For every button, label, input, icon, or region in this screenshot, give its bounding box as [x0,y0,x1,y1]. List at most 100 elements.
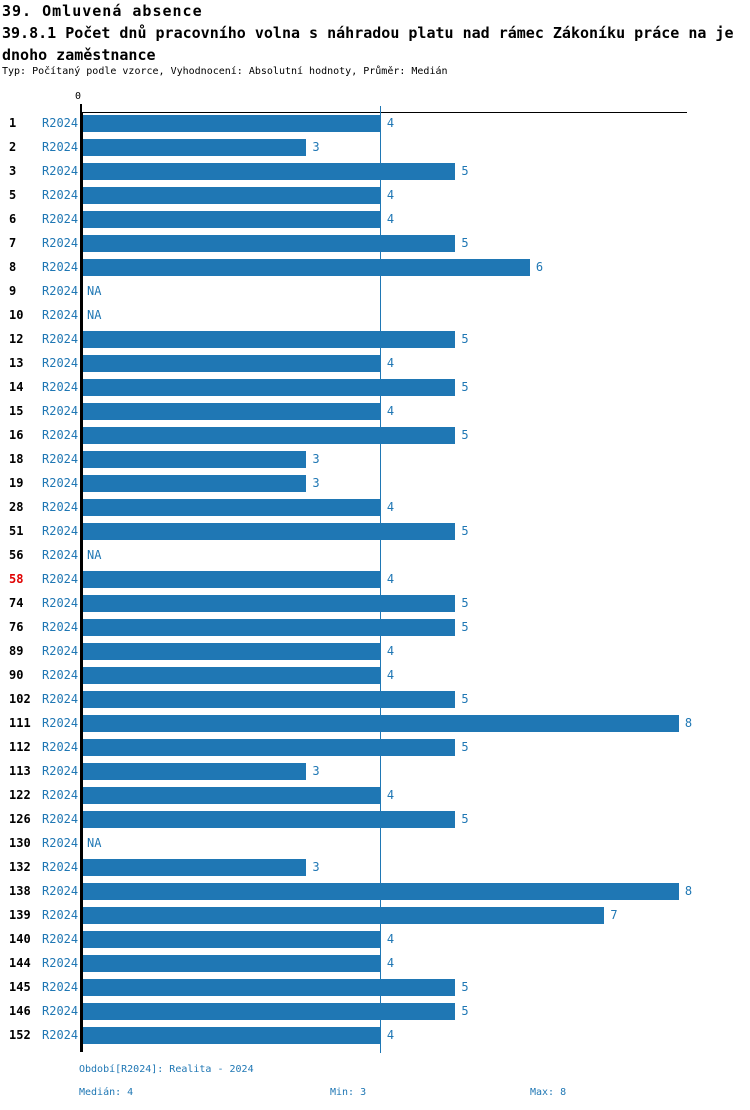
row-series-label: R2024 [42,668,79,682]
value-label: 3 [312,860,320,874]
row-number-label: 139 [9,908,31,922]
value-bar [83,618,456,636]
value-label: 5 [461,524,469,538]
value-bar [83,450,307,468]
chart-row: 1 R2024 4 [0,111,750,135]
chart-row: 140 R2024 4 [0,927,750,951]
row-number-label: 28 [9,500,24,514]
row-series-label: R2024 [42,764,79,778]
row-series-label: R2024 [42,356,79,370]
value-label: 5 [461,812,469,826]
value-label: 4 [386,572,395,586]
row-number-label: 140 [9,932,31,946]
chart-row: 144 R2024 4 [0,951,750,975]
row-number-label: 58 [9,572,24,586]
value-bar [83,738,456,756]
row-number-label: 9 [9,284,17,298]
row-number-label: 12 [9,332,24,346]
value-label: 4 [386,212,395,226]
chart-row: 7 R2024 5 [0,231,750,255]
row-number-label: 14 [9,380,24,394]
value-bar [83,402,381,420]
chart-row: 112 R2024 5 [0,735,750,759]
value-label: 4 [386,932,395,946]
value-label: 5 [461,740,469,754]
row-number-label: 132 [9,860,31,874]
value-label: 5 [461,428,469,442]
chart-row: 6 R2024 4 [0,207,750,231]
row-number-label: 146 [9,1004,31,1018]
metric-meta: Typ: Počítaný podle vzorce, Vyhodnocení:… [2,66,448,77]
chart-row: 16 R2024 5 [0,423,750,447]
row-series-label: R2024 [42,908,79,922]
value-bar [83,186,381,204]
row-series-label: R2024 [42,716,79,730]
value-bar [83,522,456,540]
row-number-label: 3 [9,164,17,178]
row-series-label: R2024 [42,308,79,322]
chart-row: 146 R2024 5 [0,999,750,1023]
chart-row: 3 R2024 5 [0,159,750,183]
chart-row: 51 R2024 5 [0,519,750,543]
row-series-label: R2024 [42,260,79,274]
value-label: 4 [386,404,395,418]
row-series-label: R2024 [42,116,79,130]
chart-row: 139 R2024 7 [0,903,750,927]
value-bar [83,930,381,948]
value-bar [83,474,307,492]
value-bar [83,762,307,780]
chart-row: 122 R2024 4 [0,783,750,807]
row-series-label: R2024 [42,884,79,898]
row-series-label: R2024 [42,596,79,610]
row-number-label: 16 [9,428,24,442]
row-number-label: 13 [9,356,24,370]
y-axis-line [80,113,83,1052]
value-bar [83,978,456,996]
value-label: 4 [386,356,395,370]
row-number-label: 51 [9,524,24,538]
chart-row: 8 R2024 6 [0,255,750,279]
chart-row: 89 R2024 4 [0,639,750,663]
row-series-label: R2024 [42,140,79,154]
row-number-label: 1 [9,116,17,130]
row-series-label: R2024 [42,500,79,514]
value-label: 5 [461,980,469,994]
value-bar [83,858,307,876]
value-label: 5 [461,164,469,178]
row-series-label: R2024 [42,164,79,178]
row-number-label: 145 [9,980,31,994]
row-series-label: R2024 [42,380,79,394]
row-number-label: 126 [9,812,31,826]
row-series-label: R2024 [42,980,79,994]
chart-row: 13 R2024 4 [0,351,750,375]
row-number-label: 18 [9,452,24,466]
row-series-label: R2024 [42,572,79,586]
value-bar [83,882,679,900]
row-series-label: R2024 [42,644,79,658]
row-series-label: R2024 [42,1004,79,1018]
section-title: 39. Omluvená absence [2,2,203,20]
row-series-label: R2024 [42,188,79,202]
chart-row: 90 R2024 4 [0,663,750,687]
value-bar [83,330,456,348]
value-label: 3 [312,764,320,778]
row-series-label: R2024 [42,812,79,826]
chart-top-spine [80,112,687,113]
row-number-label: 89 [9,644,24,658]
row-series-label: R2024 [42,332,79,346]
chart-row: 76 R2024 5 [0,615,750,639]
value-bar [83,954,381,972]
value-label: 5 [461,1004,469,1018]
value-label: 5 [461,236,469,250]
row-number-label: 112 [9,740,31,754]
value-bar [83,162,456,180]
row-number-label: 2 [9,140,17,154]
value-label: 4 [386,116,395,130]
footer-min: Min: 3 [330,1087,367,1098]
row-series-label: R2024 [42,236,79,250]
row-number-label: 113 [9,764,31,778]
value-label: 6 [535,260,544,274]
value-label: 7 [610,908,618,922]
row-series-label: R2024 [42,404,79,418]
chart-row: 19 R2024 3 [0,471,750,495]
